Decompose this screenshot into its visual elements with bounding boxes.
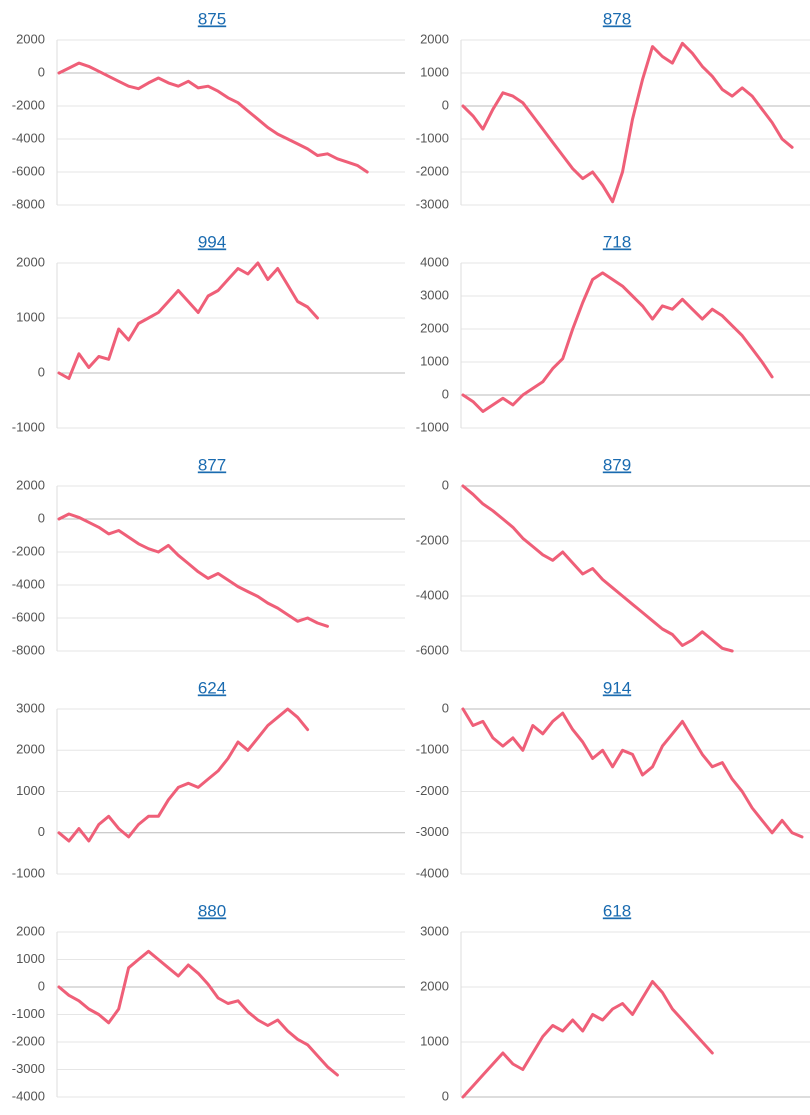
y-tick-label: -1000 <box>12 865 45 880</box>
y-tick-label: 0 <box>38 64 45 79</box>
y-tick-label: 0 <box>442 700 449 715</box>
y-tick-label: -3000 <box>416 196 449 211</box>
y-tick-label: -4000 <box>12 576 45 591</box>
chart-title[interactable]: 718 <box>603 232 631 251</box>
data-line <box>57 949 339 1077</box>
chart-title[interactable]: 878 <box>603 9 631 28</box>
y-tick-label: 2000 <box>16 254 45 269</box>
y-tick-label: 2000 <box>16 31 45 46</box>
y-tick-label: 1000 <box>420 353 449 368</box>
chart-title[interactable]: 618 <box>603 901 631 920</box>
y-tick-label: 3000 <box>420 923 449 938</box>
y-tick-label: 1000 <box>420 64 449 79</box>
y-tick-label: 0 <box>442 477 449 492</box>
y-tick-label: 0 <box>442 97 449 112</box>
y-tick-label: 1000 <box>16 951 45 966</box>
data-line <box>57 707 310 843</box>
y-tick-label: -2000 <box>416 163 449 178</box>
data-line <box>461 271 774 413</box>
y-tick-label: 1000 <box>420 1033 449 1048</box>
y-tick-label: -2000 <box>12 97 45 112</box>
y-tick-label: 2000 <box>16 742 45 757</box>
y-tick-label: -2000 <box>416 532 449 547</box>
y-tick-label: -4000 <box>416 865 449 880</box>
y-tick-label: 2000 <box>16 923 45 938</box>
y-tick-label: -2000 <box>12 1033 45 1048</box>
y-tick-label: 3000 <box>16 700 45 715</box>
y-tick-label: 0 <box>38 510 45 525</box>
y-tick-label: -6000 <box>12 609 45 624</box>
y-tick-label: 2000 <box>420 320 449 335</box>
y-tick-label: 0 <box>38 978 45 993</box>
data-line <box>461 484 734 653</box>
chart-title[interactable]: 879 <box>603 455 631 474</box>
chart-title[interactable]: 880 <box>198 901 226 920</box>
y-tick-label: -1000 <box>416 742 449 757</box>
data-line <box>461 980 714 1099</box>
chart-title[interactable]: 914 <box>603 678 631 697</box>
y-tick-label: -4000 <box>12 1088 45 1103</box>
y-tick-label: -3000 <box>12 1061 45 1076</box>
chart-title[interactable]: 875 <box>198 9 226 28</box>
y-tick-label: -2000 <box>12 543 45 558</box>
y-tick-label: -8000 <box>12 196 45 211</box>
y-tick-label: 2000 <box>16 477 45 492</box>
y-tick-label: 0 <box>38 824 45 839</box>
y-tick-label: -4000 <box>416 587 449 602</box>
chart-title[interactable]: 994 <box>198 232 226 251</box>
y-tick-label: -4000 <box>12 130 45 145</box>
y-tick-label: -6000 <box>416 642 449 657</box>
y-tick-label: 0 <box>442 386 449 401</box>
chart-title[interactable]: 624 <box>198 678 226 697</box>
data-line <box>57 61 369 174</box>
y-tick-label: -6000 <box>12 163 45 178</box>
data-line <box>57 261 319 380</box>
y-tick-label: -1000 <box>12 1006 45 1021</box>
data-line <box>57 512 329 628</box>
y-tick-label: 0 <box>38 364 45 379</box>
y-tick-label: 1000 <box>16 309 45 324</box>
data-line <box>461 41 794 204</box>
y-tick-label: 3000 <box>420 287 449 302</box>
y-tick-label: -3000 <box>416 824 449 839</box>
y-tick-label: 1000 <box>16 783 45 798</box>
y-tick-label: -8000 <box>12 642 45 657</box>
y-tick-label: -1000 <box>12 419 45 434</box>
y-tick-label: 2000 <box>420 31 449 46</box>
chart-title[interactable]: 877 <box>198 455 226 474</box>
y-tick-label: 2000 <box>420 978 449 993</box>
y-tick-label: -1000 <box>416 130 449 145</box>
y-tick-label: -2000 <box>416 783 449 798</box>
y-tick-label: -1000 <box>416 419 449 434</box>
y-tick-label: 4000 <box>420 254 449 269</box>
data-line <box>461 707 804 839</box>
y-tick-label: 0 <box>442 1088 449 1103</box>
